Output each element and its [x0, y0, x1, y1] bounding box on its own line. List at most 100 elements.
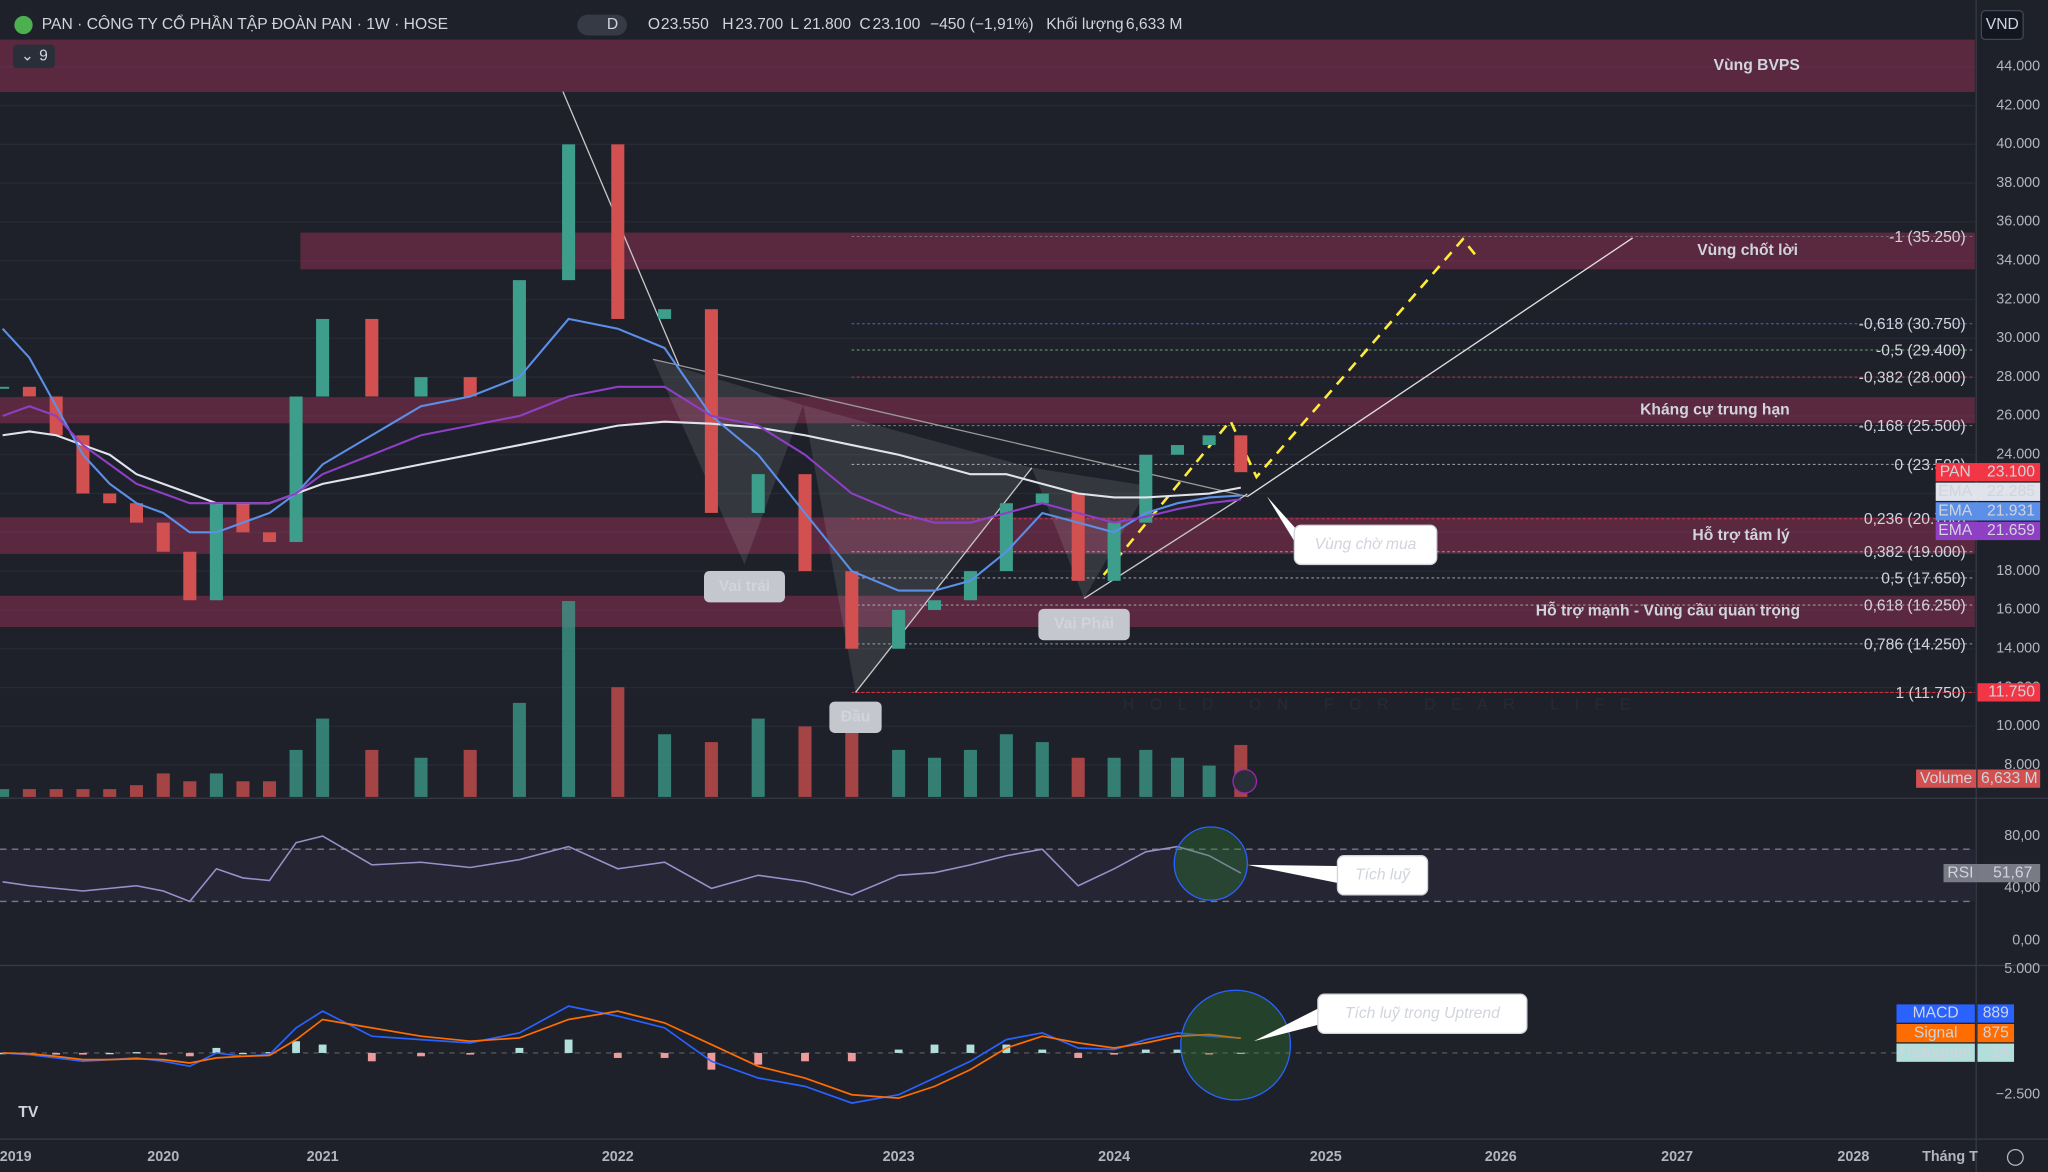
candle [262, 532, 277, 543]
histogram-bar [132, 1052, 141, 1054]
volume-bar [798, 726, 812, 797]
indicator-toggle[interactable] [13, 44, 55, 69]
volume-bar [1035, 742, 1049, 797]
volume-bar [1170, 757, 1184, 797]
callout-text: Vùng chờ mua [1315, 536, 1417, 553]
fib-label: -0,382 (28.000) [1859, 370, 1966, 387]
logo[interactable]: TV [18, 1104, 39, 1121]
price-tag [1977, 683, 2041, 702]
histogram-bar [1205, 1052, 1214, 1055]
candle [129, 503, 144, 523]
y-tick-label: 34.000 [1996, 253, 2040, 269]
histogram-bar [265, 1052, 274, 1054]
annotation: Vai Phải [1054, 616, 1114, 633]
x-tick-label: 2022 [602, 1149, 634, 1165]
y-tick-label: 26.000 [1996, 408, 2040, 424]
zone [0, 595, 1975, 627]
histogram-bar [801, 1052, 809, 1062]
y-tick-label: 40.000 [1996, 136, 2040, 152]
y-tick-label: 42.000 [1996, 97, 2040, 113]
annotation-box [1038, 608, 1130, 641]
histogram-bar [1110, 1052, 1119, 1055]
symbol-title[interactable]: PAN · CÔNG TY CỔ PHẦN TẬP ĐOÀN PAN · 1W … [42, 14, 448, 33]
volume-bar [0, 789, 10, 797]
macd-value: 875 [1983, 1024, 2009, 1041]
zone [0, 397, 1975, 424]
currency-box[interactable] [1980, 10, 2024, 41]
candle [316, 318, 330, 397]
zone-label: Hỗ trợ mạnh - Vùng cầu quan trọng [1536, 601, 1800, 620]
x-tick-label: 2021 [307, 1149, 339, 1165]
x-tick-label: 2023 [883, 1149, 915, 1165]
drawings [562, 91, 1634, 693]
ohlc-value: 23.100 [872, 16, 920, 33]
volume-bar [1107, 757, 1121, 797]
volume-bar [365, 749, 379, 797]
volume-bar [1202, 765, 1216, 797]
x-tick-label: 2024 [1098, 1149, 1130, 1165]
macd-tag [1896, 1043, 1975, 1062]
histogram-bar [52, 1052, 61, 1055]
change: −450 (−1,91%) [930, 16, 1034, 33]
histogram-bar [79, 1052, 87, 1055]
rsi-tag [1943, 863, 1978, 883]
price-tag [1935, 521, 2041, 541]
histogram-bar [239, 1052, 247, 1055]
watermark: HOLD ON FOR DEAR LIFE [1123, 697, 1646, 714]
fib-label: -1 (35.250) [1889, 229, 1966, 246]
histogram-bar [847, 1052, 856, 1062]
signal-line [2, 1010, 1241, 1099]
x-tick-label: 2028 [1837, 1149, 1869, 1165]
tag-name: EMA [1938, 483, 1972, 500]
annotation: Vai trái [719, 578, 770, 595]
callout-tail [1253, 1004, 1326, 1042]
candle [845, 571, 859, 649]
candle [103, 493, 117, 504]
volume-bar [209, 773, 223, 797]
settings-icon[interactable] [2006, 1148, 2024, 1166]
zones: Vùng BVPS Vùng chốt lời Kháng cự trung hạn… [0, 39, 1975, 1054]
histogram-bar [754, 1052, 763, 1065]
annotation-box [704, 570, 785, 603]
volume-bar [892, 749, 906, 797]
tag-value: 22.285 [1987, 483, 2035, 500]
candle [183, 551, 197, 601]
volume-bar [1139, 749, 1153, 797]
histogram-bar [466, 1052, 475, 1055]
y-tick-label: 38.000 [1996, 175, 2040, 191]
volume-bar [129, 785, 144, 797]
volume-bar [289, 749, 303, 797]
histogram-bar [613, 1052, 622, 1058]
tag-name: EMA [1938, 503, 1972, 520]
indicator-count[interactable]: 9 [39, 48, 48, 65]
ohlc-key: H [722, 16, 733, 33]
histogram-bar [515, 1047, 524, 1053]
candle [751, 474, 765, 513]
candle [1202, 435, 1216, 446]
callout-text: Tích luỹ trong Uptrend [1345, 1005, 1501, 1022]
badge [577, 14, 627, 36]
y-tick-label: 30.000 [1996, 330, 2040, 346]
volume-bar [463, 749, 477, 797]
histogram-bar [212, 1047, 221, 1053]
alert-icon[interactable] [1232, 768, 1258, 794]
chevron[interactable]: ⌄ [21, 48, 34, 65]
callout-box [1293, 524, 1438, 566]
candle [928, 600, 942, 610]
fib-label: 0,786 (14.250) [1864, 636, 1966, 653]
currency[interactable]: VND [1986, 16, 2019, 33]
callout-box [1336, 855, 1429, 896]
macd-tag [1977, 1043, 2015, 1062]
volume-bar [103, 789, 117, 797]
histogram-bar [1038, 1049, 1047, 1053]
histogram-bar [159, 1052, 168, 1055]
volume-bar [316, 718, 330, 797]
candle [365, 318, 379, 397]
trendline [1246, 237, 1634, 498]
macd-name: Signal [1914, 1024, 1958, 1041]
candle [1071, 493, 1085, 581]
volume-value: 6,633 M [1126, 16, 1183, 33]
zone-label: Vùng BVPS [1714, 57, 1800, 74]
x-tick-label: 2020 [147, 1149, 179, 1165]
